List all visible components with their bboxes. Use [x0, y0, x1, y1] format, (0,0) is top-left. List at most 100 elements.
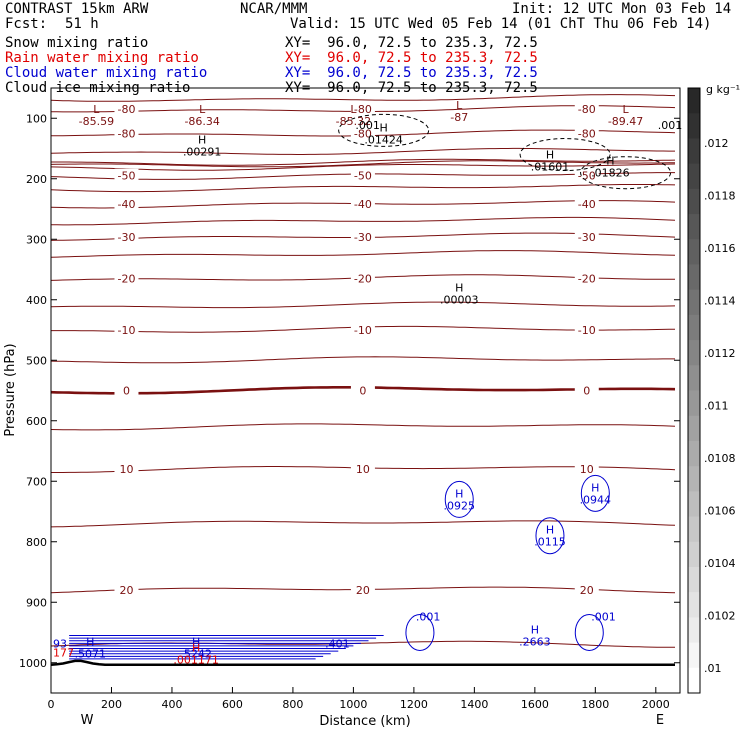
temperature-contour-line — [51, 216, 676, 226]
colorbar-segment — [688, 314, 700, 341]
y-tick-label: 800 — [26, 536, 47, 549]
colorbar-segment — [688, 289, 700, 316]
extremum-marker: L — [199, 103, 206, 116]
temperature-contour-line — [50, 94, 676, 102]
temperature-contour-label: -20 — [578, 273, 596, 286]
contour-value-label: 93 — [53, 638, 67, 651]
temperature-contour-line — [50, 520, 676, 528]
cloud-water-contour — [580, 474, 610, 512]
extremum-value: -86.34 — [184, 115, 219, 128]
contour-label-mask — [114, 229, 139, 243]
field-name-snow: Snow mixing ratio — [5, 35, 149, 51]
contour-label-mask — [574, 126, 599, 140]
temperature-contour-label: 20 — [119, 584, 133, 597]
extremum-value: -85.59 — [79, 115, 114, 128]
contour-value-label: .001 — [658, 119, 683, 132]
temperature-contour-label: 10 — [580, 463, 594, 476]
contour-label-mask — [350, 102, 375, 116]
temperature-contour-line — [50, 423, 676, 431]
colorbar-segment — [688, 214, 700, 240]
temperature-contour-line — [51, 158, 676, 166]
temperature-contour-line — [50, 250, 676, 258]
contour-label-mask — [350, 462, 375, 476]
temperature-contour-label: -80 — [117, 127, 135, 140]
contour-label-mask — [114, 462, 139, 476]
contour-label-mask — [114, 583, 139, 597]
temperature-contour-label: -80 — [354, 127, 372, 140]
colorbar-segment — [688, 491, 700, 518]
field-xy-rain: XY= 96.0, 72.5 to 235.3, 72.5 — [285, 50, 538, 66]
colorbar-segment — [688, 415, 700, 442]
cloud-water-contour — [444, 480, 474, 518]
colorbar-tick-label: .0114 — [704, 295, 736, 308]
contour-label-mask — [114, 102, 139, 116]
temperature-contour-line — [50, 356, 675, 364]
temperature-contour-label: -50 — [578, 170, 596, 183]
init-time: Init: 12 UTC Mon 03 Feb 14 — [512, 1, 732, 17]
extremum-marker: L — [350, 103, 357, 116]
field-xy-snow: XY= 96.0, 72.5 to 235.3, 72.5 — [285, 35, 538, 51]
contour-label-mask — [574, 197, 599, 211]
colorbar-segment — [688, 566, 700, 593]
temperature-contour-label: -20 — [354, 273, 372, 286]
colorbar-segment — [688, 88, 700, 114]
y-tick-label: 700 — [26, 475, 47, 488]
contour-label-mask — [350, 126, 375, 140]
colorbar-segment — [688, 138, 700, 165]
cloud-water-contour — [535, 517, 565, 555]
x-tick-label: 1200 — [400, 698, 428, 711]
contour-label-mask — [574, 271, 599, 285]
colorbar-segment — [688, 188, 700, 215]
colorbar-segment — [688, 642, 700, 669]
temperature-contour-label: -40 — [578, 198, 596, 211]
y-tick-label: 300 — [26, 233, 47, 246]
temperature-contour-label: -80 — [117, 103, 135, 116]
colorbar-segment — [688, 264, 700, 291]
y-tick-label: 100 — [26, 112, 47, 125]
temperature-contour-label: -50 — [354, 170, 372, 183]
colorbar-tick-label: .0118 — [704, 190, 736, 203]
colorbar-segment — [688, 390, 700, 417]
x-tick-label: 600 — [222, 698, 243, 711]
extremum-value: .0944 — [580, 493, 612, 506]
temperature-contour-label: -40 — [354, 198, 372, 211]
colorbar-tick-label: .011 — [704, 400, 729, 413]
contour-label-mask — [574, 229, 599, 243]
colorbar-segment — [688, 163, 700, 190]
extremum-marker: L — [93, 103, 100, 116]
extremum-value: .01424 — [364, 133, 403, 146]
colorbar-tick-label: .0106 — [704, 505, 736, 518]
x-tick-label: 1600 — [521, 698, 549, 711]
contour-label-mask — [350, 271, 375, 285]
colorbar-tick-label: .0112 — [704, 347, 736, 360]
extremum-value: .00003 — [440, 294, 479, 307]
temperature-contour-label: -30 — [578, 231, 596, 244]
colorbar-segment — [688, 617, 700, 644]
extremum-value: -85.32 — [336, 115, 371, 128]
colorbar-segment — [688, 239, 700, 265]
extremum-marker: L — [456, 99, 463, 112]
temperature-contour-line — [50, 147, 675, 155]
temperature-contour-label: -80 — [578, 103, 596, 116]
extremum-value: .0925 — [443, 499, 475, 512]
extremum-marker: H — [198, 133, 206, 146]
extremum-marker: H — [591, 481, 599, 494]
x-tick-label: 200 — [101, 698, 122, 711]
extremum-value: .0115 — [534, 536, 566, 549]
extremum-marker: H — [455, 282, 463, 295]
contour-value-label: .001 — [416, 610, 441, 623]
temperature-contour-label: 20 — [356, 584, 370, 597]
contour-labels: L-85.59L-86.34L-85.32L-87L-89.47H.00291H… — [53, 99, 682, 667]
contour-label-mask — [114, 126, 139, 140]
temperature-contour-label: -10 — [578, 324, 596, 337]
temperature-contour-label: 10 — [356, 463, 370, 476]
contour-value-label: .001 — [591, 610, 616, 623]
temperature-contour-label: -40 — [117, 198, 135, 211]
colorbar-segment — [688, 113, 700, 139]
colorbar-tick-label: .012 — [704, 137, 729, 150]
cloud-water-contour — [405, 614, 435, 651]
contour-label-mask — [114, 271, 139, 285]
contour-label-mask — [114, 383, 139, 397]
temperature-contour-label: 0 — [359, 385, 366, 398]
